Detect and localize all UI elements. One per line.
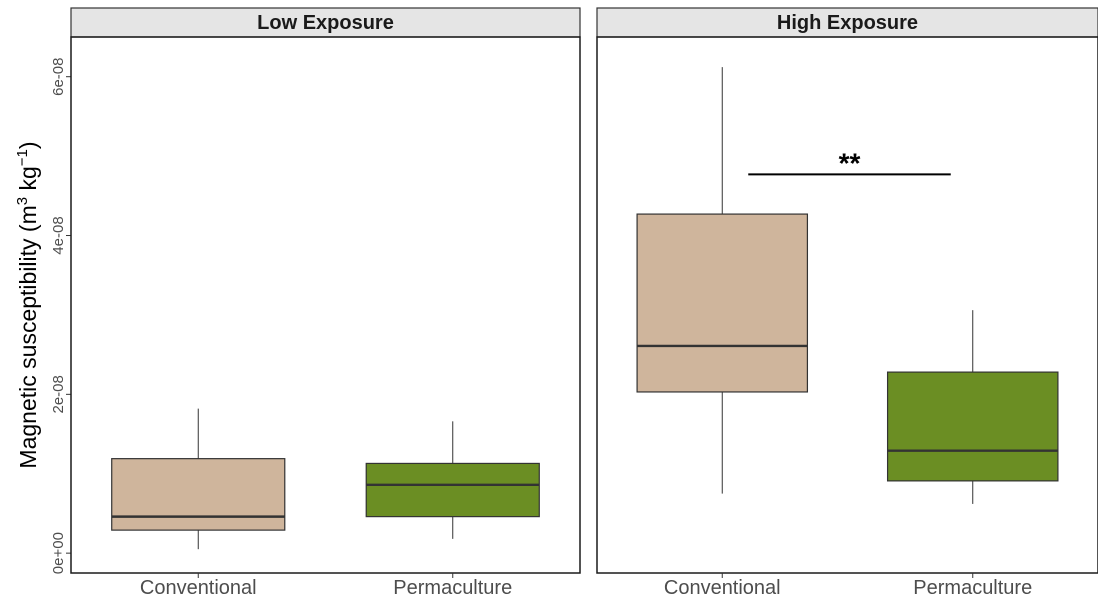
box-low-exposure-permaculture (365, 462, 540, 518)
box-low-exposure-conventional (111, 458, 286, 531)
y-tick-label-6e-08: 6e-08 (50, 58, 67, 96)
y-axis-title-suffix: ) (15, 141, 41, 149)
significance-label: ** (839, 147, 861, 178)
y-tick-label-4e-08: 4e-08 (50, 216, 67, 254)
x-tick-label-low-exposure-conventional: Conventional (140, 577, 257, 599)
x-tick-label-high-exposure-conventional: Conventional (664, 577, 781, 599)
panel-border-high-exposure (596, 36, 1098, 574)
x-tick-label-low-exposure-permaculture: Permaculture (393, 577, 512, 599)
strip-title-low-exposure: Low Exposure (257, 12, 394, 34)
box-high-exposure-conventional (636, 213, 809, 393)
strip-title-high-exposure: High Exposure (777, 12, 918, 34)
plot-area: 0e+00 2e-08 4e-08 6e-08 Low Exposure Conventi… (50, 7, 1098, 599)
y-axis-title-prefix: Magnetic susceptibility (m (15, 205, 41, 468)
x-tick-label-high-exposure-permaculture: Permaculture (913, 577, 1032, 599)
box-high-exposure-permaculture (886, 371, 1059, 482)
y-tick-label-0e-00: 0e+00 (50, 532, 67, 574)
y-axis-title-sup-1: 3 (14, 197, 31, 205)
y-axis-title-middle: kg (15, 166, 41, 197)
panel-border-low-exposure (70, 36, 581, 574)
y-axis-title-sup-2: −1 (14, 149, 31, 166)
strip-low-exposure (70, 7, 581, 38)
y-tick-label-2e-08: 2e-08 (50, 375, 67, 413)
y-axis-title: Magnetic susceptibility (m3 kg−1) (14, 141, 41, 468)
